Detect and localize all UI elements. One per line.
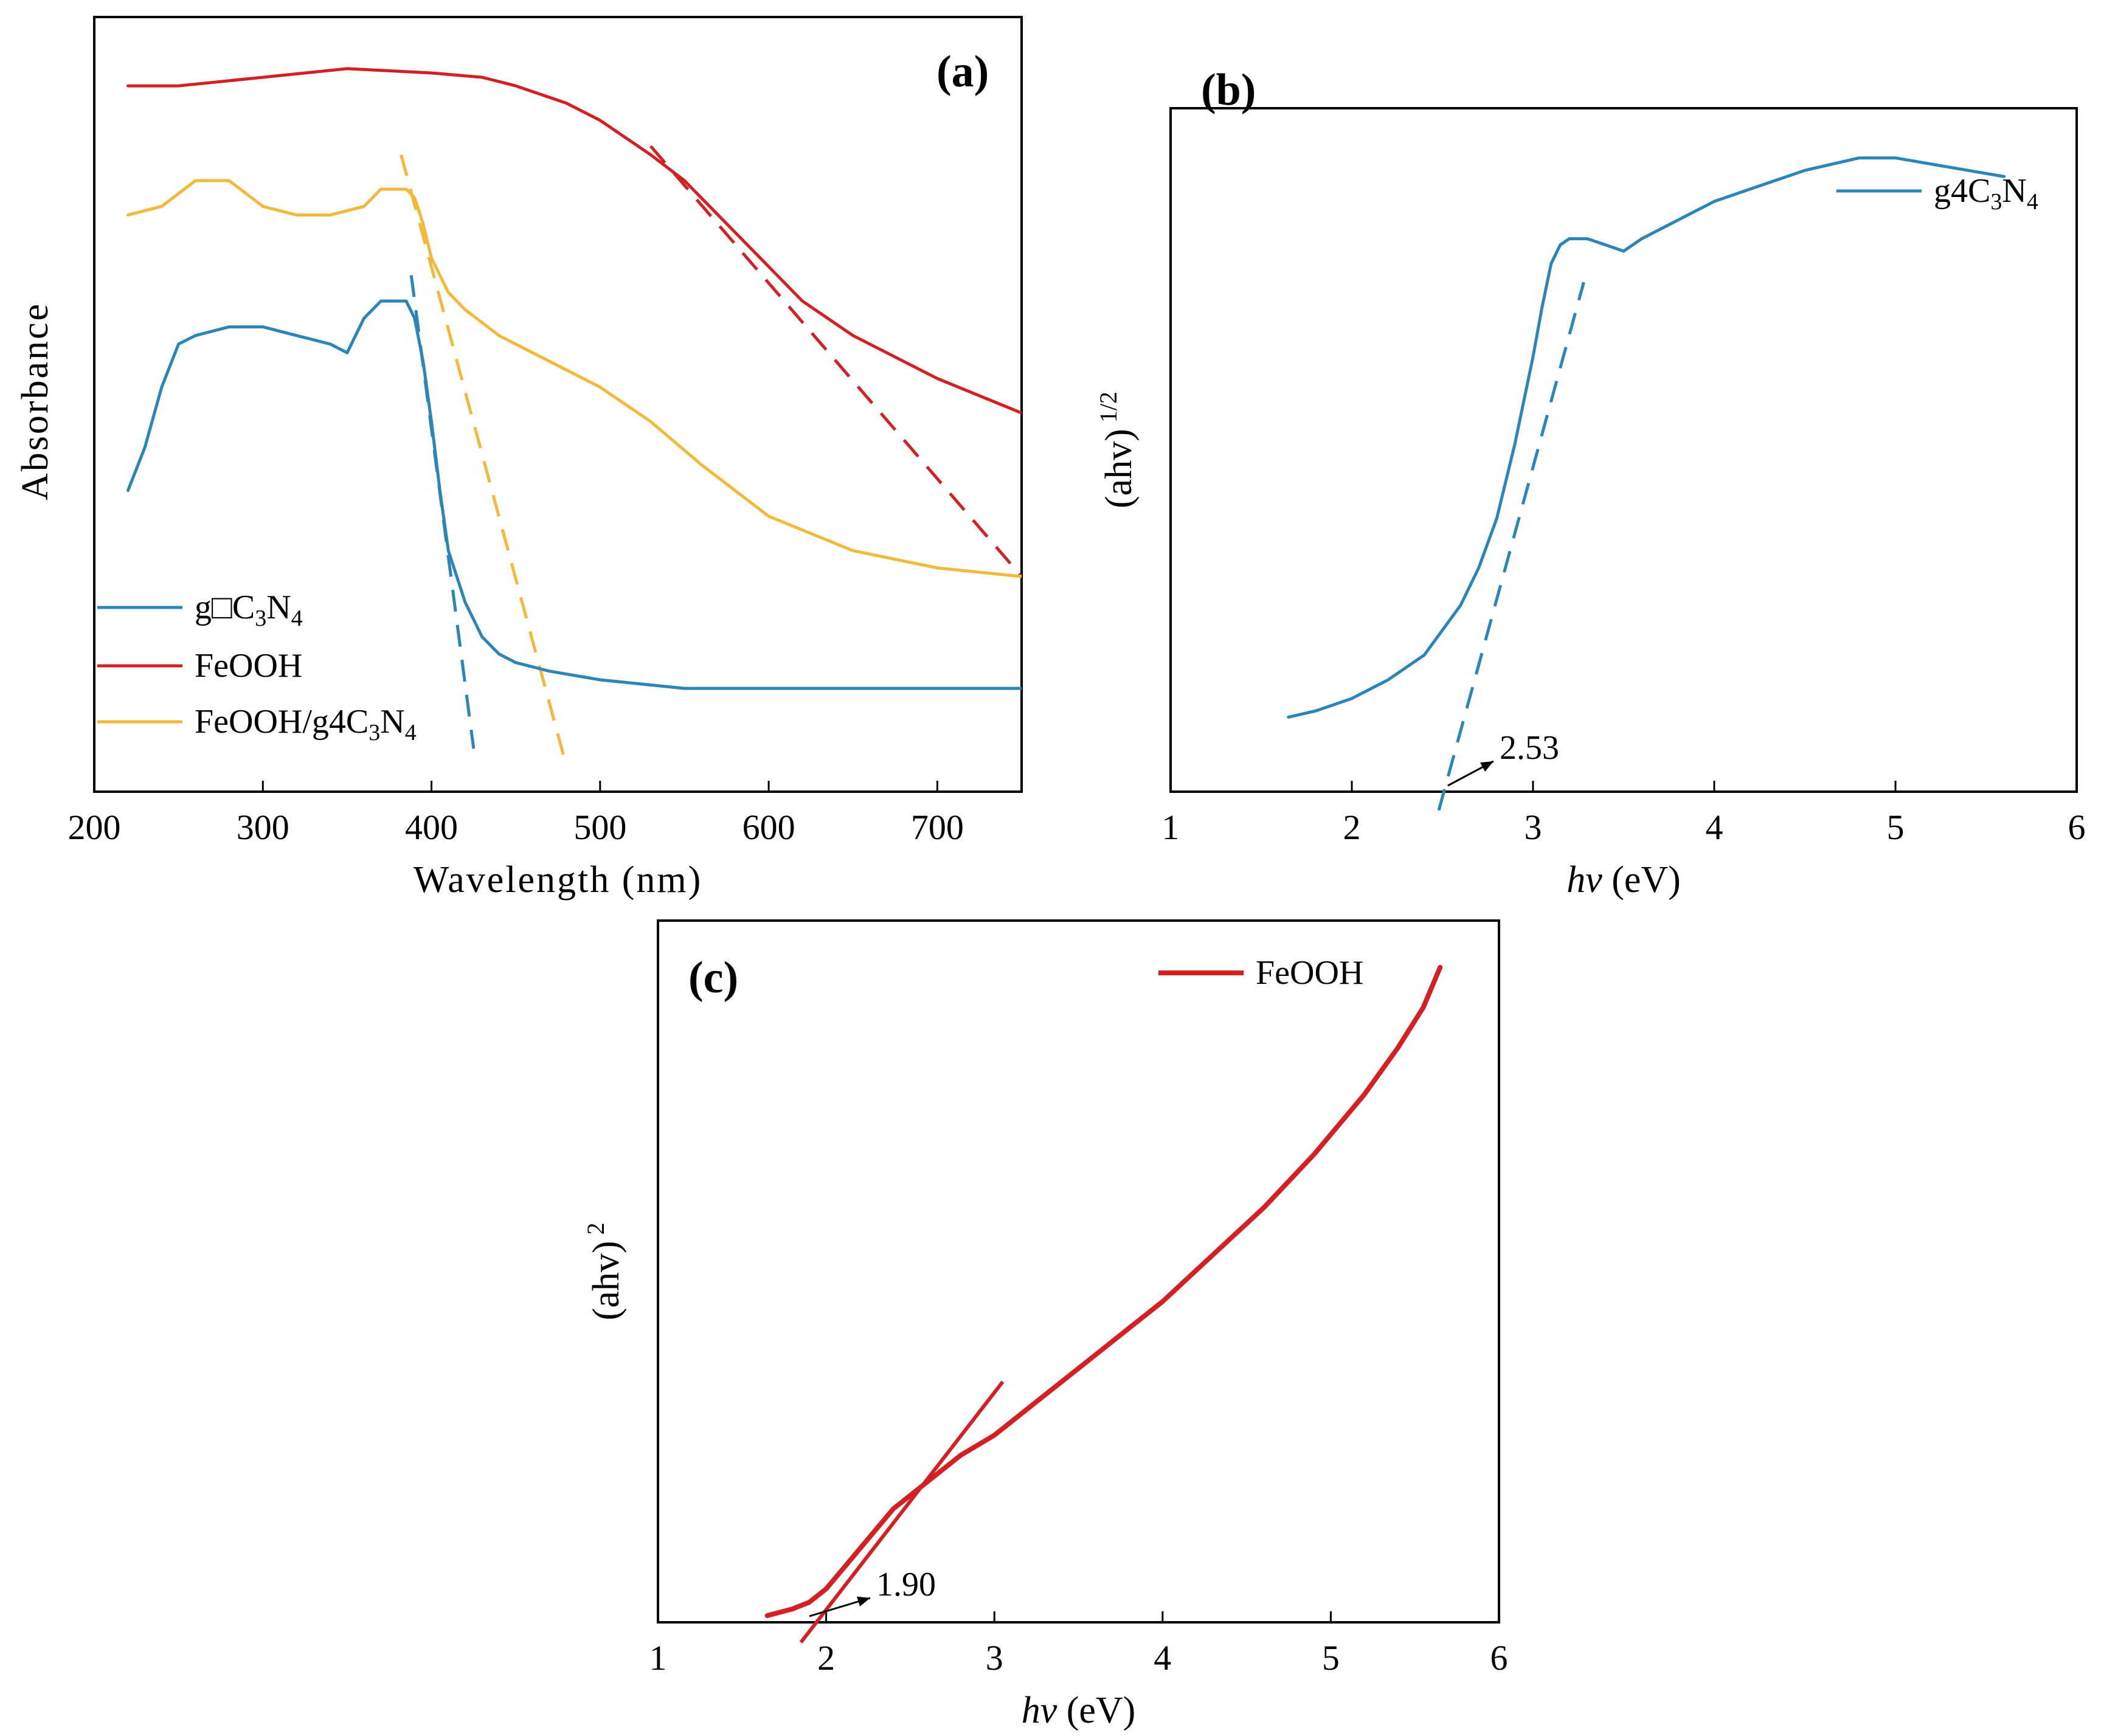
x-tick-label: 2 [817,1638,835,1678]
series-line [764,964,1443,1618]
x-tick-label: 400 [405,807,458,847]
panel-label: (b) [1201,65,1256,115]
panel-b: 1 2 3 4 5 6 hv (eV) (ahv) 1/2 (b) g4C3N4 2.53 [1095,65,2086,901]
annotation-label: 2.53 [1500,729,1559,767]
x-tick-label: 3 [1525,807,1542,847]
plot-frame [93,16,1023,793]
legend-label: g□C3N4 [195,589,303,631]
tangent-line [400,154,568,767]
plot-frame [657,919,1500,1624]
x-axis-label: hv (eV) [1566,859,1681,901]
panel-label: (c) [688,953,738,1003]
panel-a: 200 300 400 500 600 700 Wavelength (nm) Absorba… [15,16,1023,901]
x-tick-label: 6 [2068,807,2086,847]
y-axis-label: Absorbance [15,302,56,500]
x-axis-label: hv (eV) [1022,1690,1136,1731]
x-tick-label: 300 [237,807,289,847]
x-tick-label: 3 [986,1638,1003,1678]
x-tick-label: 600 [742,807,795,847]
series-line [126,67,1022,415]
panel-label: (a) [936,47,989,97]
series-line [126,299,1022,690]
annotation-arrowhead [1480,761,1494,772]
legend-label: FeOOH/g4C3N4 [195,703,417,745]
tangent-line [799,1380,1005,1644]
y-axis-label: (ahv) 1/2 [1095,392,1140,508]
y-axis-label: (ahv) 2 [582,1223,627,1321]
x-tick-label: 2 [1343,807,1361,847]
x-tick-label: 6 [1490,1638,1508,1678]
series-line [1287,156,2006,719]
plot-frame [1169,107,2078,793]
x-tick-label: 4 [1154,1638,1171,1678]
tangent-line [1437,282,1585,811]
legend-label: FeOOH [195,647,302,685]
x-axis-label: Wavelength (nm) [414,859,703,901]
x-tick-label: 5 [1322,1638,1340,1678]
panel-c: 1 2 3 4 5 6 hv (eV) (ahv) 2 (c) FeOOH 1.90 [582,919,1508,1731]
annotation-arrowhead [857,1596,870,1607]
x-tick-label: 5 [1887,807,1905,847]
legend-label: g4C3N4 [1934,172,2038,215]
x-tick-label: 700 [911,807,964,847]
legend-label: FeOOH [1256,954,1363,992]
x-tick-label: 500 [573,807,626,847]
x-tick-label: 200 [68,807,121,847]
annotation-label: 1.90 [876,1566,936,1603]
x-tick-label: 4 [1706,807,1723,847]
x-tick-label: 1 [649,1638,667,1678]
series-line [126,179,1022,578]
x-tick-label: 1 [1162,807,1180,847]
tangent-line [649,145,1022,578]
